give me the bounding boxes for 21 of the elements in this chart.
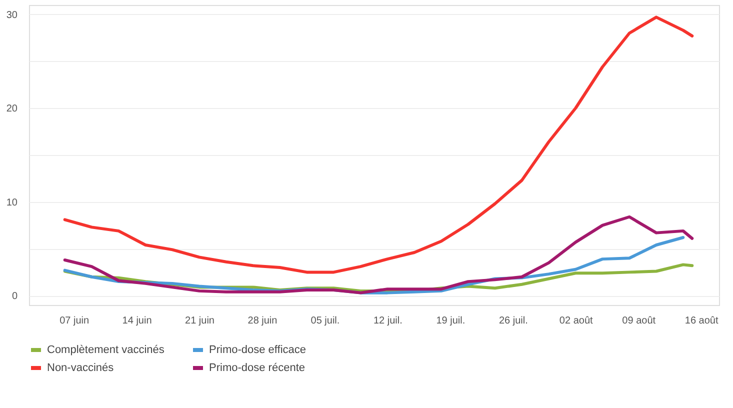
legend-label: Complètement vaccinés — [47, 344, 165, 356]
x-tick-label: 02 août — [559, 316, 594, 326]
x-tick-label: 21 juin — [185, 316, 214, 326]
x-tick-label: 07 juin — [60, 316, 90, 326]
line-series — [63, 215, 694, 294]
y-tick-label: 30 — [6, 10, 18, 21]
x-tick-label: 28 juin — [248, 316, 278, 326]
x-tick-label: 09 août — [622, 316, 656, 326]
x-tick-label: 16 août — [684, 316, 718, 326]
x-tick-label: 12 juil. — [373, 316, 402, 326]
legend-label: Non-vaccinés — [47, 362, 114, 374]
y-tick-label: 0 — [12, 291, 18, 302]
legend-label: Primo-dose récente — [209, 362, 305, 374]
y-tick-label: 10 — [6, 197, 18, 208]
x-tick-label: 05 juil. — [310, 316, 340, 326]
y-tick-label: 20 — [6, 104, 18, 115]
x-tick-label: 19 juil. — [436, 316, 466, 326]
line-series — [63, 16, 694, 274]
legend-label: Primo-dose efficace — [209, 344, 306, 356]
x-tick-label: 26 juil. — [498, 316, 528, 326]
x-tick-label: 14 juin — [122, 316, 152, 326]
